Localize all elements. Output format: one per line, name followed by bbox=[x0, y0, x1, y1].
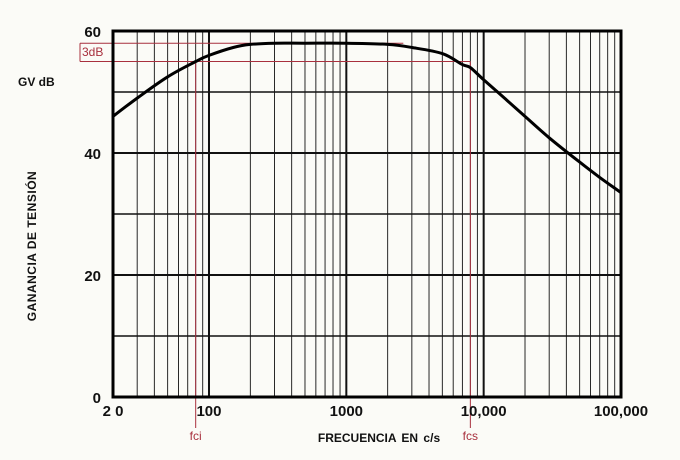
fcs-label: fcs bbox=[463, 429, 478, 443]
plot-frame bbox=[111, 29, 623, 399]
y-axis-title: GANANCIA DE TENSIÓN bbox=[24, 171, 39, 321]
x-tick-label: 100,000 bbox=[594, 403, 648, 420]
cutoff-annotations bbox=[79, 42, 471, 428]
grid-lines bbox=[113, 31, 621, 397]
x-tick-label: 2 0 bbox=[103, 403, 124, 420]
x-axis-title: FRECUENCIA EN c/s bbox=[318, 431, 441, 445]
y-tick-label: 60 bbox=[84, 24, 101, 41]
y-tick-label: 20 bbox=[84, 268, 101, 285]
fci-label: fci bbox=[190, 429, 202, 443]
db-label: 3dB bbox=[82, 45, 103, 59]
x-tick-label: 10,000 bbox=[461, 403, 507, 420]
y-unit-label: GV dB bbox=[18, 75, 55, 89]
x-tick-label: 100 bbox=[196, 403, 221, 420]
x-tick-label: 1000 bbox=[330, 403, 363, 420]
y-tick-label: 0 bbox=[93, 390, 101, 407]
gain-curve bbox=[112, 41, 622, 194]
tick-labels: 2 0 100 1000 10,000 100,000 0 20 40 60 bbox=[84, 24, 648, 420]
y-tick-label: 40 bbox=[84, 146, 101, 163]
